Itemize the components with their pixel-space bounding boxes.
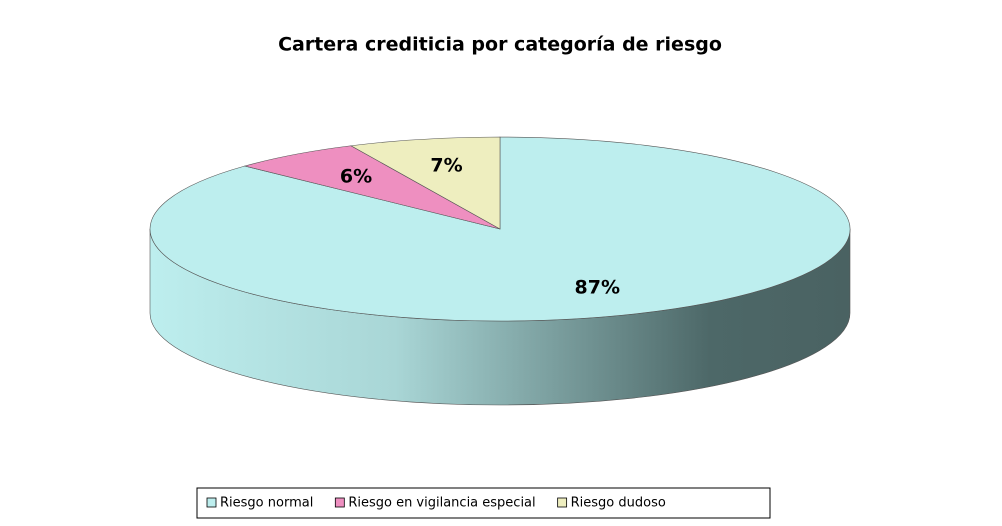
data-label: 6% <box>340 165 372 187</box>
legend-swatch <box>334 497 345 508</box>
data-label: 87% <box>575 277 620 299</box>
chart-title: Cartera crediticia por categoría de ries… <box>278 34 722 56</box>
legend-label: Riesgo en vigilancia especial <box>348 496 535 511</box>
legend-box <box>196 487 771 519</box>
slice <box>243 145 501 230</box>
legend-swatch <box>557 497 568 508</box>
legend-label: Riesgo normal <box>220 496 313 511</box>
data-label: 7% <box>430 155 462 177</box>
slice <box>350 136 501 230</box>
legend-swatch <box>206 497 217 508</box>
legend-label: Riesgo dudoso <box>571 496 666 511</box>
